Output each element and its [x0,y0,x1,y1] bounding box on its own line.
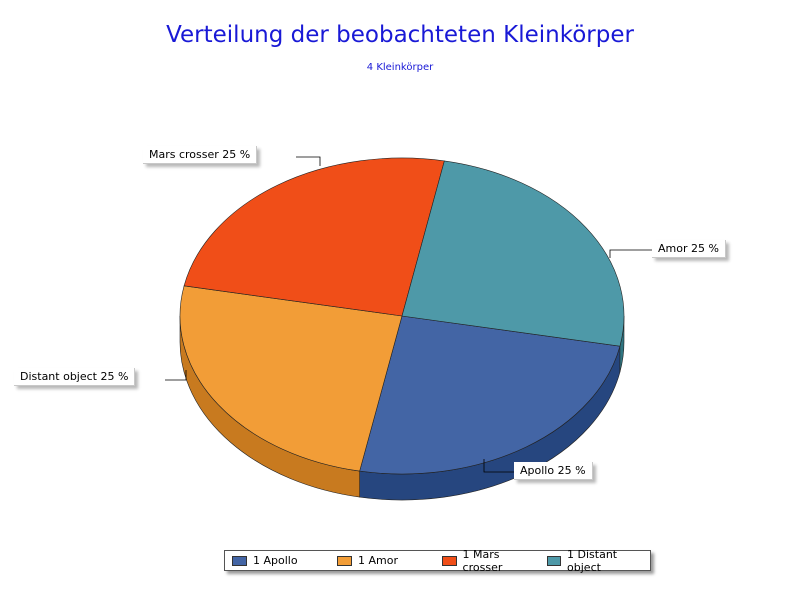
legend-label-amor: 1 Amor [358,554,398,567]
callout-leaders [165,156,652,473]
pie-slices [179,157,625,475]
leader-mars-crosser [296,156,321,166]
pie-slice-distant-object [401,160,625,347]
callout-amor: Amor 25 % [652,240,726,258]
pie-slice-apollo [359,315,621,475]
legend-item-apollo: 1 Apollo [225,554,330,567]
chart-subtitle: 4 Kleinkörper [366,62,434,73]
legend-label-apollo: 1 Apollo [253,554,298,567]
chart-title: Verteilung der beobachteten Kleinkörper [166,22,634,48]
callout-mars-crosser: Mars crosser 25 % [143,146,258,164]
legend-item-distant-object: 1 Distant object [540,548,648,574]
callout-apollo: Apollo 25 % [514,462,593,480]
legend-item-amor: 1 Amor [330,554,435,567]
legend-swatch-mars-crosser [442,555,457,566]
legend-label-distant-object: 1 Distant object [567,547,618,574]
leader-amor [609,249,652,258]
legend-label-mars-crosser: 1 Mars crosser [462,547,503,574]
legend-swatch-apollo [232,555,247,566]
pie-slice-mars-crosser [183,157,445,317]
legend-item-mars-crosser: 1 Mars crosser [435,548,540,574]
legend-swatch-distant-object [547,555,562,566]
leader-apollo [483,459,514,473]
legend: 1 Apollo 1 Amor 1 Mars crosser 1 Distant… [224,548,651,574]
callout-distant-object: Distant object 25 % [14,368,136,386]
leader-distant-object [165,370,187,381]
pie-slice-amor [179,285,403,472]
legend-swatch-amor [337,555,352,566]
